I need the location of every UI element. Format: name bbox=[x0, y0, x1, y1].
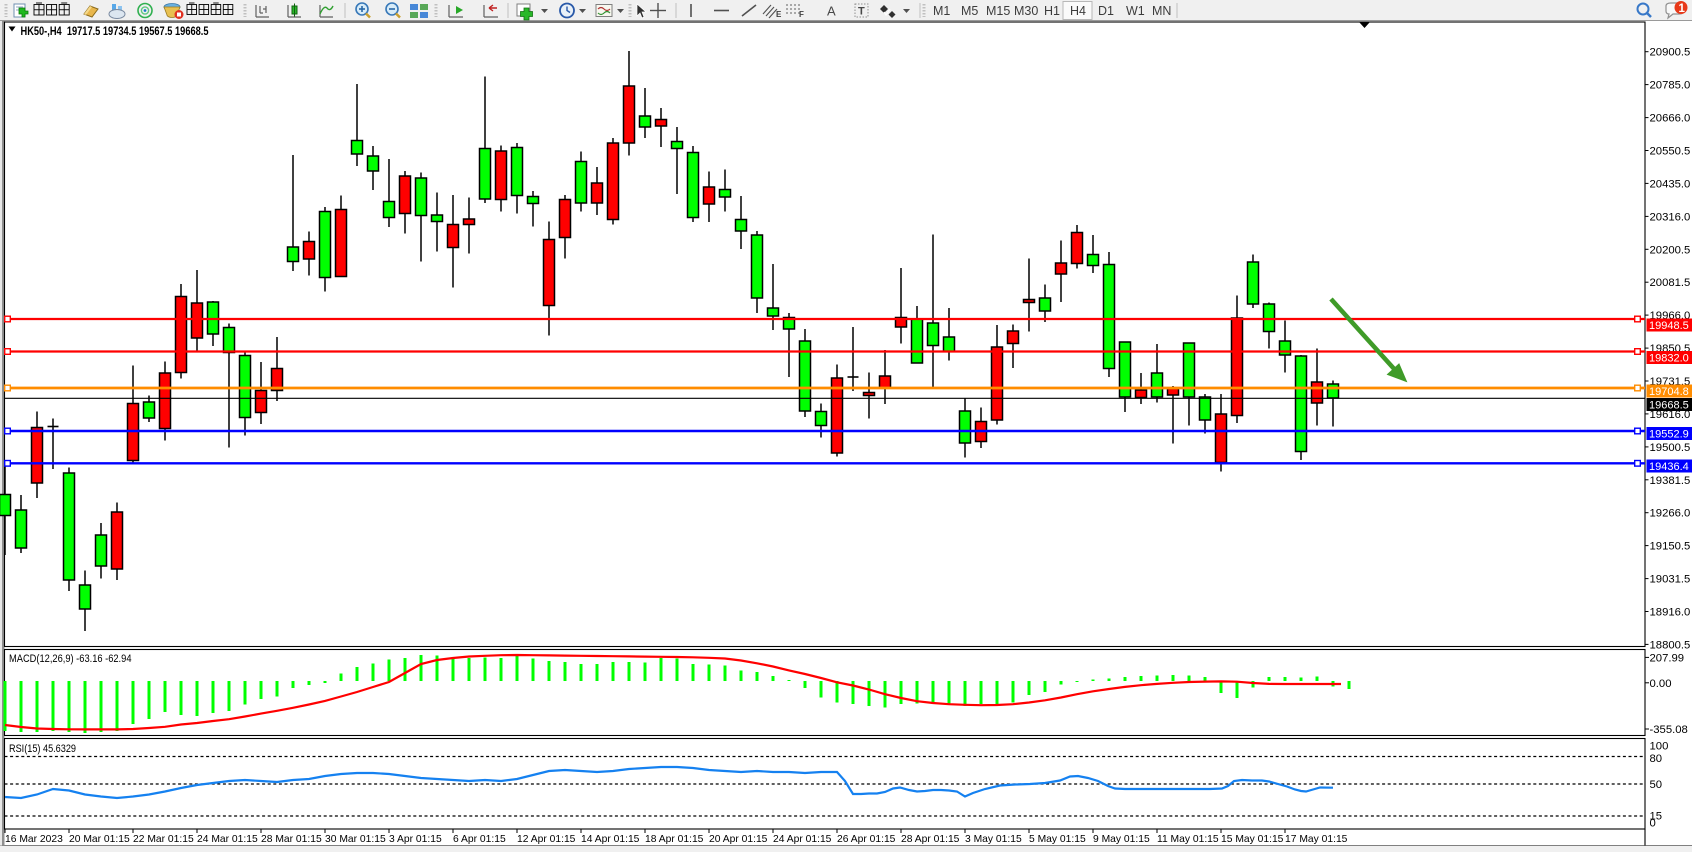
svg-text:9 May 01:15: 9 May 01:15 bbox=[1093, 834, 1150, 845]
svg-text:20900.5: 20900.5 bbox=[1650, 47, 1691, 59]
svg-text:20785.0: 20785.0 bbox=[1650, 80, 1691, 92]
svg-text:28 Mar 01:15: 28 Mar 01:15 bbox=[261, 834, 322, 845]
svg-text:6 Apr 01:15: 6 Apr 01:15 bbox=[453, 834, 506, 845]
svg-text:-355.08: -355.08 bbox=[1650, 724, 1688, 736]
svg-text:RSI(15) 45.6329: RSI(15) 45.6329 bbox=[9, 743, 76, 755]
svg-text:20435.0: 20435.0 bbox=[1650, 178, 1691, 190]
svg-text:5 May 01:15: 5 May 01:15 bbox=[1029, 834, 1086, 845]
svg-text:MN: MN bbox=[1152, 4, 1171, 18]
svg-text:M30: M30 bbox=[1014, 4, 1038, 18]
svg-text:M1: M1 bbox=[933, 4, 950, 18]
svg-text:19616.0: 19616.0 bbox=[1650, 409, 1691, 421]
svg-text:19948.5: 19948.5 bbox=[1649, 320, 1689, 332]
svg-text:19150.5: 19150.5 bbox=[1650, 541, 1691, 553]
svg-text:20550.5: 20550.5 bbox=[1650, 146, 1691, 158]
svg-text:15 May 01:15: 15 May 01:15 bbox=[1221, 834, 1284, 845]
svg-text:30 Mar 01:15: 30 Mar 01:15 bbox=[325, 834, 386, 845]
svg-text:50: 50 bbox=[1650, 779, 1663, 791]
svg-text:18800.5: 18800.5 bbox=[1650, 639, 1691, 651]
svg-text:3 Apr 01:15: 3 Apr 01:15 bbox=[389, 834, 442, 845]
svg-text:19031.5: 19031.5 bbox=[1650, 574, 1691, 586]
svg-text:11 May 01:15: 11 May 01:15 bbox=[1157, 834, 1219, 845]
svg-text:0: 0 bbox=[1650, 817, 1656, 829]
svg-text:22 Mar 01:15: 22 Mar 01:15 bbox=[133, 834, 194, 845]
svg-text:28 Apr 01:15: 28 Apr 01:15 bbox=[901, 834, 960, 845]
svg-text:17 May 01:15: 17 May 01:15 bbox=[1285, 834, 1348, 845]
svg-text:14 Apr 01:15: 14 Apr 01:15 bbox=[581, 834, 640, 845]
svg-text:T: T bbox=[858, 6, 865, 18]
svg-text:0.00: 0.00 bbox=[1650, 678, 1672, 690]
svg-text:24 Apr 01:15: 24 Apr 01:15 bbox=[773, 834, 832, 845]
svg-text:19266.0: 19266.0 bbox=[1650, 508, 1691, 520]
svg-text:1: 1 bbox=[1679, 3, 1686, 15]
svg-text:15: 15 bbox=[1650, 810, 1663, 822]
svg-text:F: F bbox=[799, 10, 804, 19]
svg-text:24 Mar 01:15: 24 Mar 01:15 bbox=[197, 834, 258, 845]
svg-text:E: E bbox=[776, 10, 782, 19]
svg-text:MACD(12,26,9) -63.16 -62.94: MACD(12,26,9) -63.16 -62.94 bbox=[9, 653, 132, 665]
svg-text:18 Apr 01:15: 18 Apr 01:15 bbox=[645, 834, 704, 845]
svg-text:19381.5: 19381.5 bbox=[1650, 475, 1691, 487]
svg-text:A: A bbox=[827, 4, 836, 19]
svg-text:19552.9: 19552.9 bbox=[1649, 429, 1689, 441]
svg-text:20081.5: 20081.5 bbox=[1650, 277, 1691, 289]
svg-text:19500.5: 19500.5 bbox=[1650, 442, 1691, 454]
svg-text:HK50-,H4 19717.5 19734.5 1956: HK50-,H4 19717.5 19734.5 19567.5 19668.5 bbox=[21, 24, 209, 38]
svg-text:H4: H4 bbox=[1070, 4, 1086, 18]
svg-text:20 Apr 01:15: 20 Apr 01:15 bbox=[709, 834, 768, 845]
svg-text:100: 100 bbox=[1650, 741, 1669, 753]
svg-text:20 Mar 01:15: 20 Mar 01:15 bbox=[69, 834, 130, 845]
svg-text:3 May 01:15: 3 May 01:15 bbox=[965, 834, 1022, 845]
svg-text:20200.5: 20200.5 bbox=[1650, 244, 1691, 256]
svg-text:M15: M15 bbox=[986, 4, 1010, 18]
svg-text:12 Apr 01:15: 12 Apr 01:15 bbox=[517, 834, 576, 845]
svg-text:M5: M5 bbox=[961, 4, 978, 18]
svg-text:20316.0: 20316.0 bbox=[1650, 211, 1691, 223]
svg-text:19832.0: 19832.0 bbox=[1649, 353, 1689, 365]
svg-text:W1: W1 bbox=[1126, 4, 1145, 18]
svg-text:80: 80 bbox=[1650, 753, 1663, 765]
svg-text:H1: H1 bbox=[1044, 4, 1060, 18]
svg-text:18916.0: 18916.0 bbox=[1650, 607, 1691, 619]
svg-text:20666.0: 20666.0 bbox=[1650, 113, 1691, 125]
svg-text:16 Mar 2023: 16 Mar 2023 bbox=[5, 834, 63, 845]
svg-text:19668.5: 19668.5 bbox=[1649, 400, 1689, 412]
svg-text:26 Apr 01:15: 26 Apr 01:15 bbox=[837, 834, 896, 845]
svg-text:207.99: 207.99 bbox=[1650, 652, 1685, 664]
svg-text:19436.4: 19436.4 bbox=[1649, 461, 1689, 473]
svg-text:19704.8: 19704.8 bbox=[1649, 386, 1689, 398]
svg-text:D1: D1 bbox=[1098, 4, 1114, 18]
